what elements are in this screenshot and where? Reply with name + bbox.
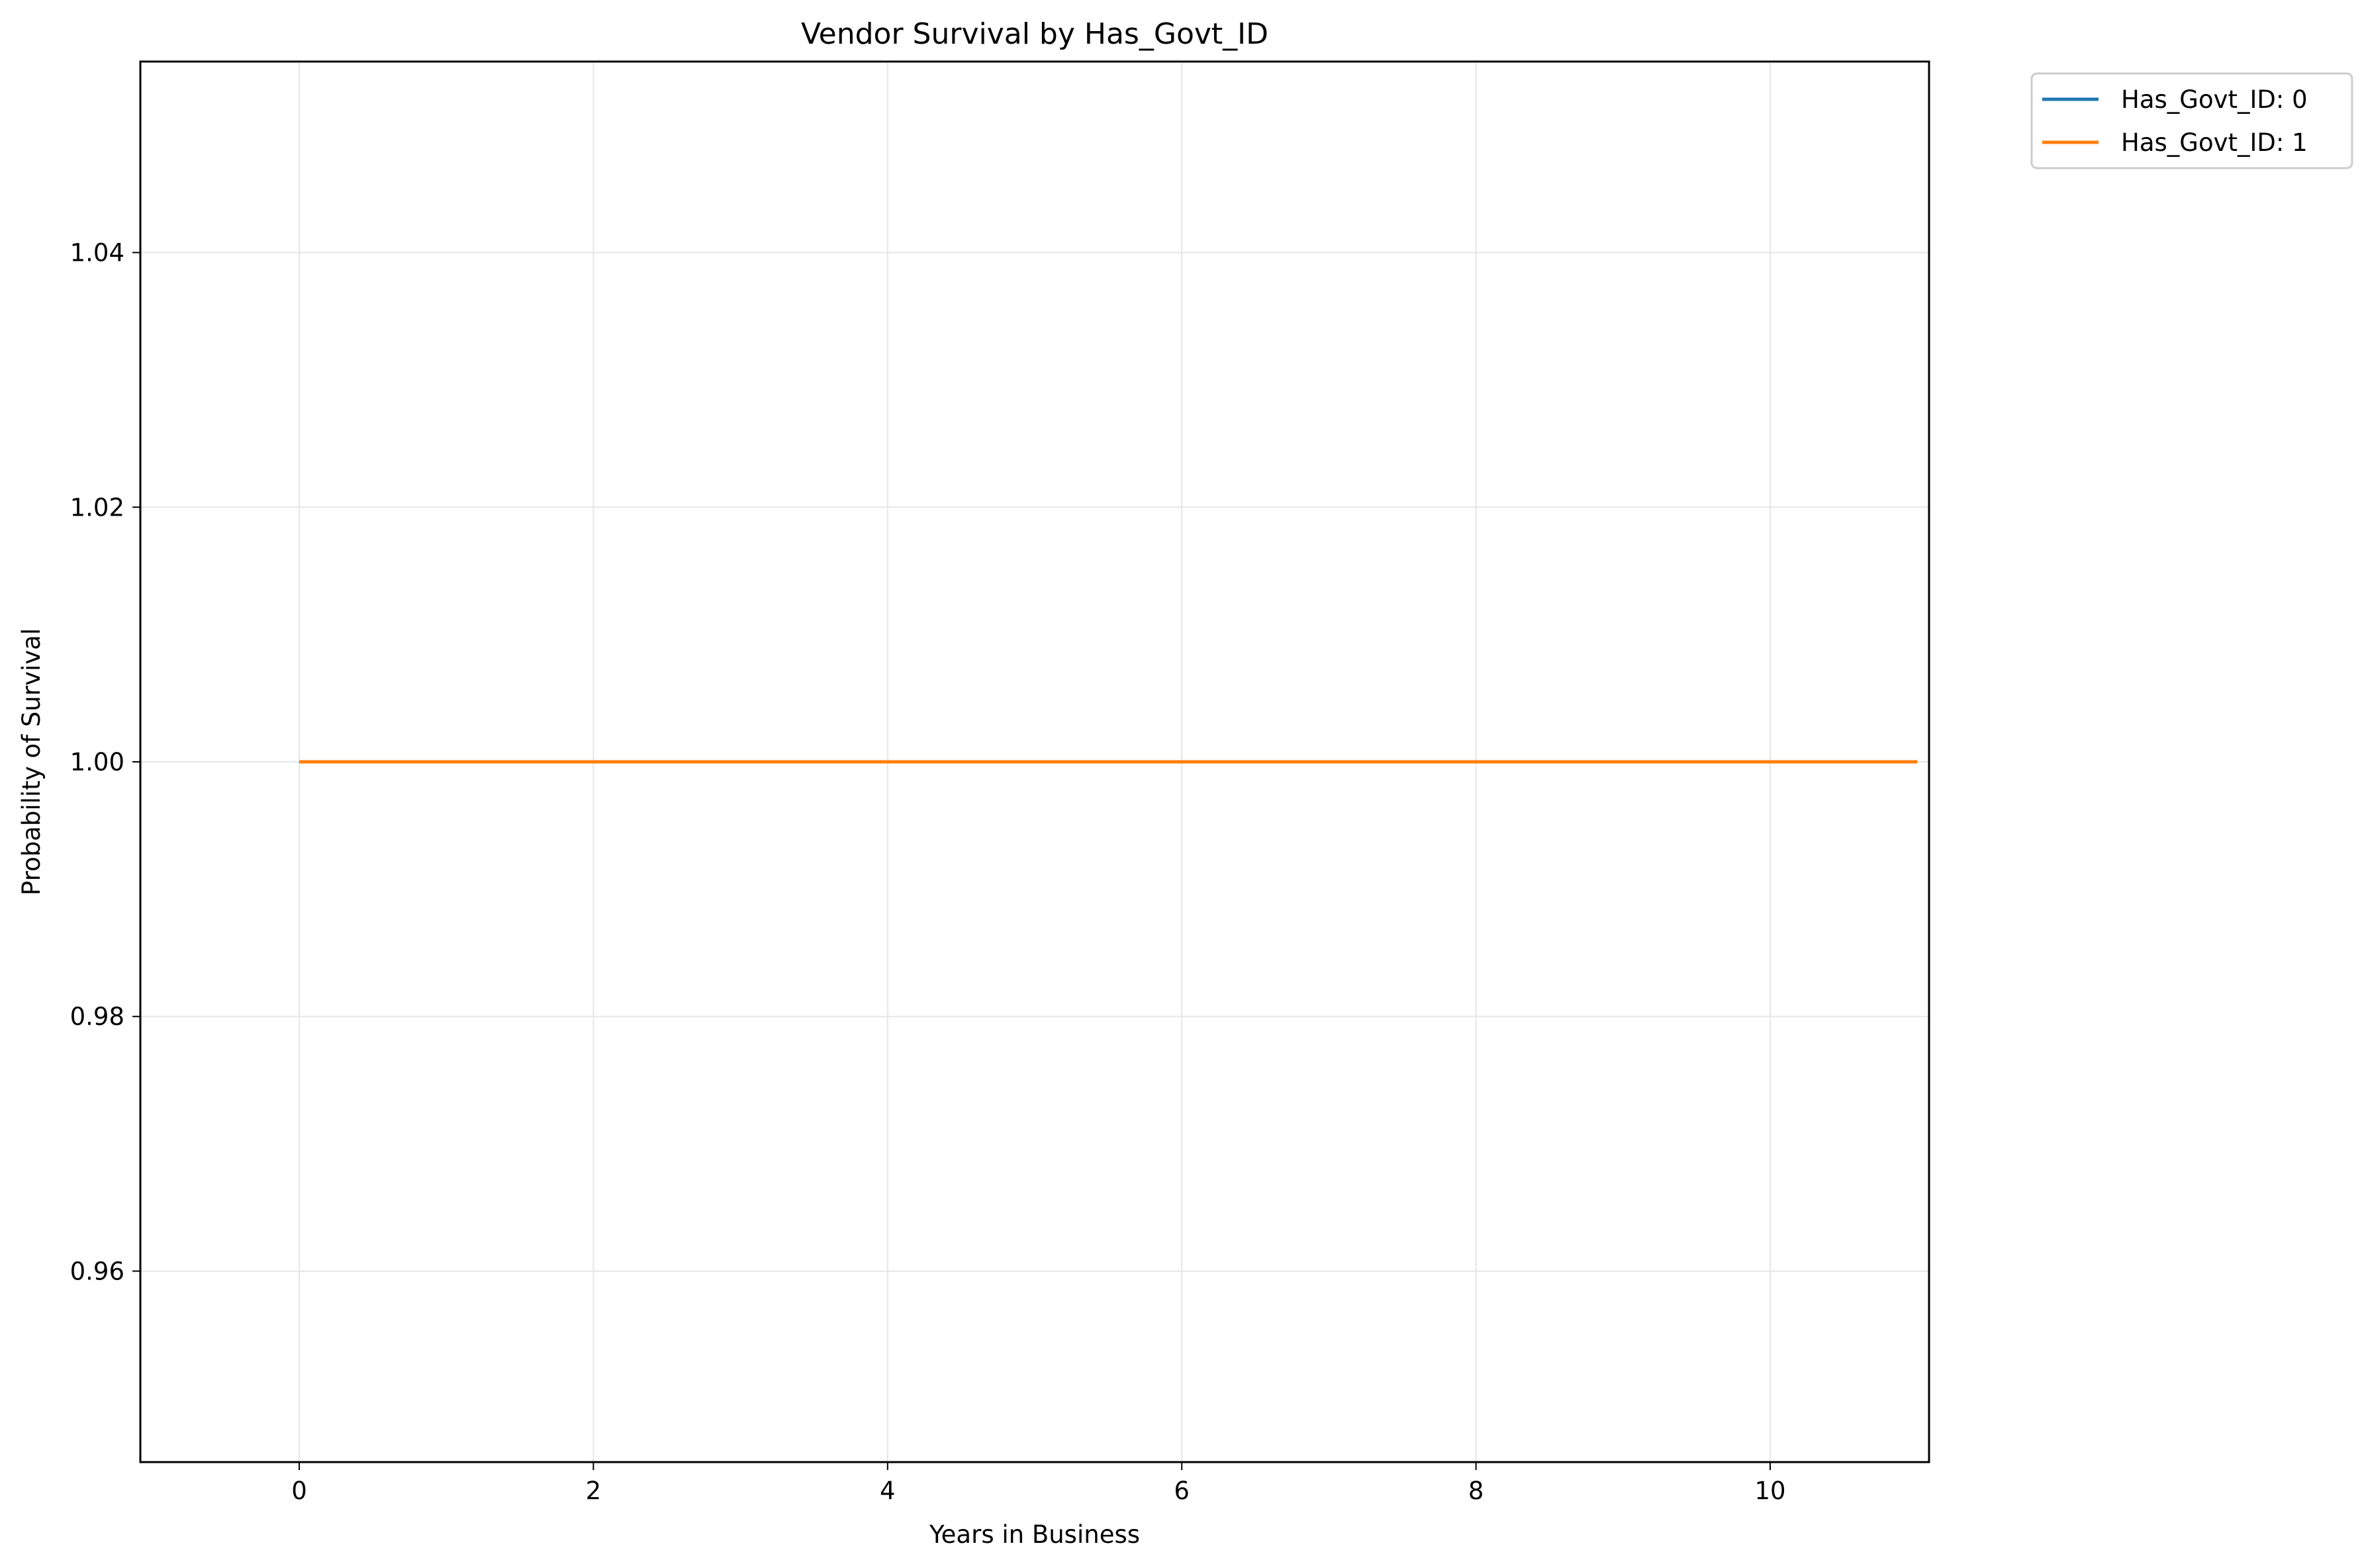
y-tick-label: 1.02 [70,493,124,522]
x-axis-label: Years in Business [929,1520,1140,1549]
y-tick-label: 1.00 [70,748,124,776]
x-axis-ticks: 0 2 4 6 8 10 [291,1462,1786,1505]
x-tick-label: 6 [1174,1477,1190,1505]
legend-label-series-0: Has_Govt_ID: 0 [2121,85,2308,114]
x-tick-label: 0 [291,1477,307,1505]
y-axis-ticks: 0.96 0.98 1.00 1.02 1.04 [70,239,140,1285]
x-tick-label: 2 [586,1477,602,1505]
y-tick-label: 1.04 [70,239,124,267]
legend-box [2030,72,2353,169]
legend: Has_Govt_ID: 0 Has_Govt_ID: 1 [2030,72,2353,169]
x-tick-label: 4 [880,1477,896,1505]
chart-title: Vendor Survival by Has_Govt_ID [801,17,1268,51]
y-tick-label: 0.96 [70,1257,124,1285]
y-axis-label: Probability of Survival [17,628,46,896]
x-tick-label: 8 [1468,1477,1484,1505]
x-tick-label: 10 [1754,1477,1785,1505]
legend-label-series-1: Has_Govt_ID: 1 [2121,128,2308,157]
y-tick-label: 0.98 [70,1003,124,1031]
